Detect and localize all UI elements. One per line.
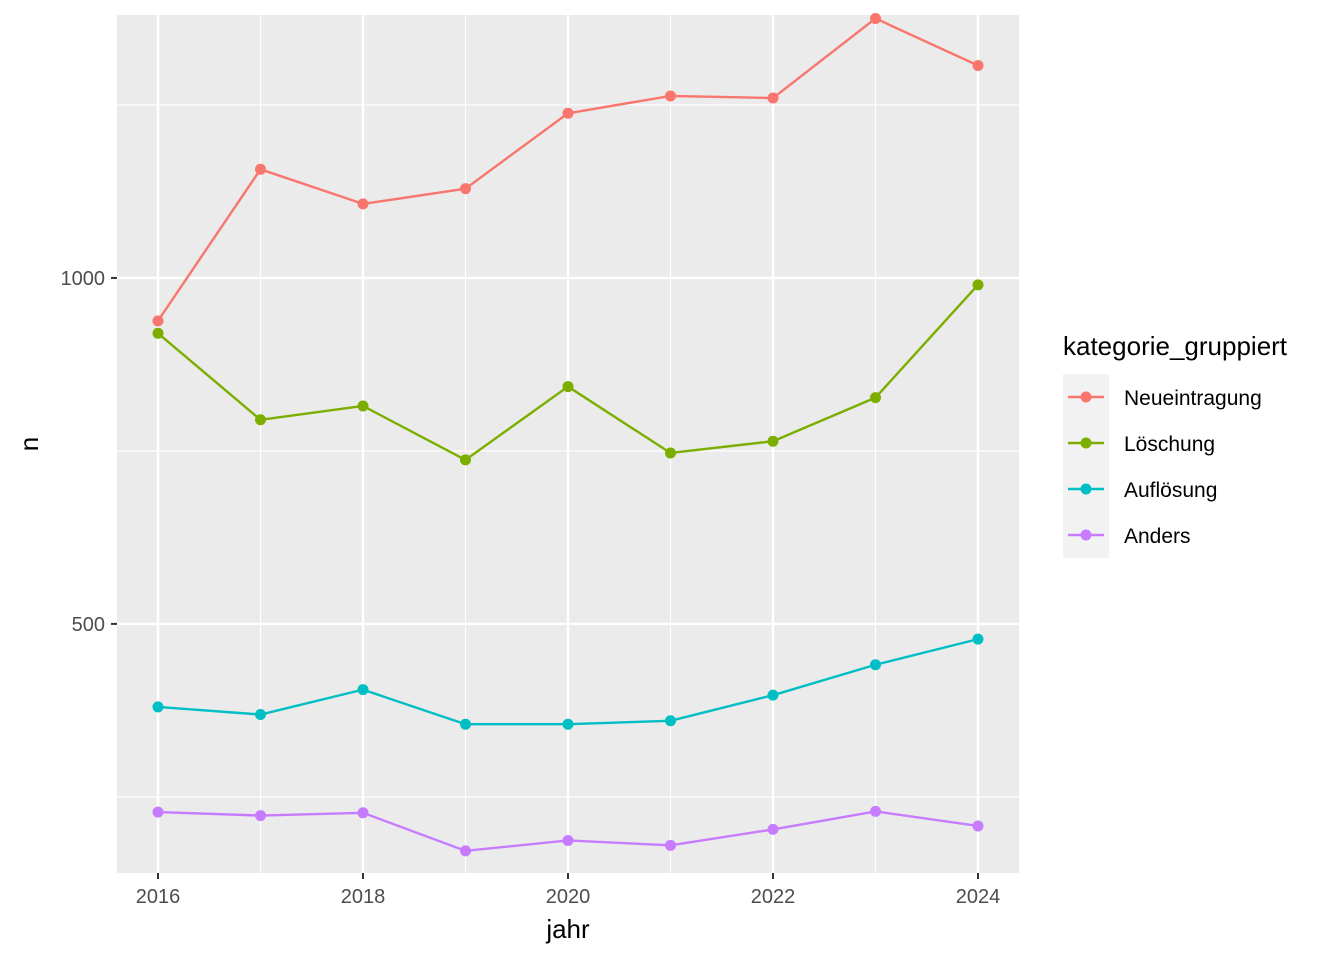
data-point-anders bbox=[357, 807, 369, 819]
tick-labels: 2016 2018 2020 2022 2024 500 1000 bbox=[61, 268, 1001, 908]
data-point-l-schung bbox=[152, 327, 164, 339]
series-l-schung bbox=[152, 279, 984, 466]
data-point-neueintragung bbox=[357, 198, 369, 210]
data-point-aufl-sung bbox=[972, 633, 984, 645]
legend-item-l-schung: Löschung bbox=[1068, 433, 1215, 456]
data-point-neueintragung bbox=[972, 60, 984, 72]
axis-ticks bbox=[111, 276, 979, 879]
data-point-neueintragung bbox=[562, 107, 574, 119]
data-point-aufl-sung bbox=[460, 718, 471, 730]
data-point-l-schung bbox=[665, 447, 676, 459]
legend-key-point bbox=[1080, 529, 1092, 541]
legend-key-point bbox=[1080, 437, 1092, 449]
data-point-anders bbox=[665, 839, 676, 851]
legend: kategorie_gruppiert Neueintragung Löschun… bbox=[1063, 331, 1288, 558]
data-point-aufl-sung bbox=[562, 718, 574, 730]
data-point-anders bbox=[460, 845, 471, 857]
data-point-neueintragung bbox=[767, 92, 779, 104]
legend-title: kategorie_gruppiert bbox=[1063, 331, 1288, 361]
data-point-l-schung bbox=[767, 435, 779, 447]
x-tick-label: 2022 bbox=[751, 886, 796, 908]
x-tick-label: 2016 bbox=[136, 886, 181, 908]
y-tick-label: 500 bbox=[72, 614, 105, 636]
data-point-anders bbox=[767, 823, 779, 835]
data-point-anders bbox=[255, 810, 266, 822]
data-point-aufl-sung bbox=[255, 709, 266, 721]
data-point-aufl-sung bbox=[665, 715, 676, 727]
series-aufl-sung bbox=[152, 633, 984, 730]
data-point-aufl-sung bbox=[767, 689, 779, 701]
y-tick-label: 1000 bbox=[61, 268, 106, 290]
x-tick-label: 2024 bbox=[956, 886, 1001, 908]
data-point-neueintragung bbox=[255, 163, 266, 175]
data-point-neueintragung bbox=[460, 183, 471, 195]
legend-label: Neueintragung bbox=[1124, 387, 1262, 410]
data-point-aufl-sung bbox=[870, 659, 881, 671]
series-anders bbox=[152, 805, 984, 857]
series-neueintragung bbox=[152, 12, 984, 327]
legend-item-anders: Anders bbox=[1068, 525, 1191, 548]
legend-key-background bbox=[1063, 374, 1109, 558]
data-point-l-schung bbox=[357, 400, 369, 412]
data-point-neueintragung bbox=[665, 90, 676, 102]
data-point-anders bbox=[152, 806, 164, 818]
data-point-l-schung bbox=[562, 381, 574, 393]
data-point-aufl-sung bbox=[152, 701, 164, 713]
x-tick-label: 2018 bbox=[341, 886, 386, 908]
x-tick-label: 2020 bbox=[546, 886, 591, 908]
data-point-anders bbox=[972, 820, 984, 832]
legend-key-point bbox=[1080, 483, 1092, 495]
data-point-l-schung bbox=[972, 279, 984, 291]
data-point-neueintragung bbox=[152, 315, 164, 327]
legend-item-neueintragung: Neueintragung bbox=[1068, 387, 1262, 410]
series-layer bbox=[152, 12, 984, 857]
legend-label: Löschung bbox=[1124, 433, 1215, 456]
legend-label: Anders bbox=[1124, 525, 1191, 548]
legend-key-point bbox=[1080, 391, 1092, 403]
data-point-l-schung bbox=[870, 392, 881, 404]
y-axis-title: n bbox=[14, 437, 44, 451]
data-point-neueintragung bbox=[870, 12, 881, 24]
legend-label: Auflösung bbox=[1124, 479, 1217, 502]
data-point-l-schung bbox=[255, 414, 266, 426]
data-point-l-schung bbox=[460, 454, 471, 466]
legend-item-aufl-sung: Auflösung bbox=[1068, 479, 1217, 502]
data-point-anders bbox=[870, 805, 881, 817]
x-axis-title: jahr bbox=[545, 914, 590, 944]
data-point-anders bbox=[562, 834, 574, 846]
data-point-aufl-sung bbox=[357, 684, 369, 696]
